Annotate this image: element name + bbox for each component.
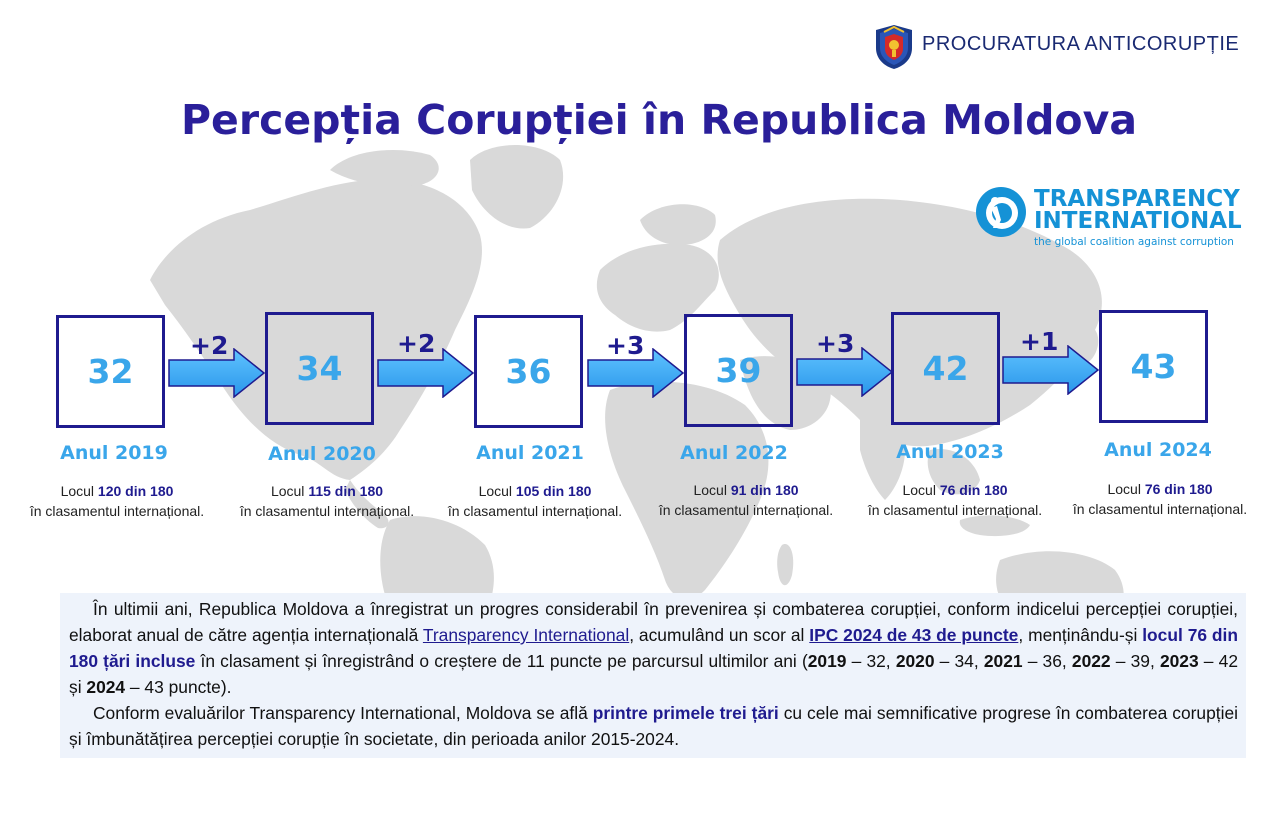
score-delta: +3 [816, 329, 855, 358]
rank-value: 91 din 180 [730, 482, 799, 498]
transparency-international-link[interactable]: Transparency International [422, 625, 630, 645]
rank-value: 76 din 180 [939, 482, 1008, 498]
year-bold: 2022 [1071, 651, 1111, 671]
ti-name-line1: TRANSPARENCY [1034, 186, 1240, 212]
score-box-2019: 32 [56, 315, 165, 428]
score-delta: +2 [397, 329, 436, 358]
score-delta: +3 [606, 331, 645, 360]
ti-name-line2: INTERNATIONAL [1034, 208, 1242, 234]
year-label-2022: Anul 2022 [680, 442, 788, 464]
score-text: – 34, [934, 651, 984, 671]
arrow-right-icon [377, 348, 475, 398]
rank-prefix: Locul [60, 483, 98, 499]
rank-prefix: Locul [693, 482, 731, 498]
score-box-2022: 39 [684, 314, 793, 427]
score-text: – 32, [846, 651, 896, 671]
rank-value: 120 din 180 [97, 483, 174, 499]
top-three-highlight: printre primele trei țări [592, 703, 779, 723]
year-label-2021: Anul 2021 [476, 442, 584, 464]
paragraph-text: În ultimii ani, Republica Moldova a înre… [69, 599, 1238, 645]
score-delta: +1 [1020, 327, 1059, 356]
rank-text-2023: Locul 76 din 180 în clasamentul internaț… [850, 480, 1060, 520]
rank-suffix: în clasamentul internațional. [239, 503, 415, 519]
year-label-2023: Anul 2023 [896, 441, 1004, 463]
rank-highlight: locul 76 din 180 țări incluse [69, 625, 1238, 671]
rank-prefix: Locul [1107, 481, 1145, 497]
year-bold: 2024 [86, 677, 126, 697]
rank-value: 115 din 180 [308, 483, 384, 499]
year-bold: 2023 [1159, 651, 1199, 671]
rank-suffix: în clasamentul internațional. [1072, 501, 1248, 517]
rank-text-2021: Locul 105 din 180 în clasamentul interna… [430, 481, 640, 521]
year-label-2024: Anul 2024 [1104, 439, 1212, 461]
score-box-2023: 42 [891, 312, 1000, 425]
paragraph-text: cu cele mai semnificative progrese în co… [69, 703, 1238, 749]
org-name: PROCURATURA ANTICORUPȚIE [922, 33, 1240, 55]
score-text: – 43 puncte). [125, 677, 232, 697]
year-bold: 2021 [983, 651, 1023, 671]
description-panel: În ultimii ani, Republica Moldova a înre… [60, 593, 1246, 758]
rank-text-2024: Locul 76 din 180 în clasamentul internaț… [1055, 479, 1265, 519]
paragraph-text: , menținându-și [1018, 625, 1143, 645]
paragraph-1: În ultimii ani, Republica Moldova a înre… [69, 596, 1238, 700]
rank-text-2019: Locul 120 din 180 în clasamentul interna… [12, 481, 222, 521]
ti-tagline: the global coalition against corruption [1034, 236, 1234, 248]
arrow-right-icon [587, 348, 685, 398]
score-box-2024: 43 [1099, 310, 1208, 423]
year-bold: 2020 [895, 651, 935, 671]
score-text: – 39, [1110, 651, 1160, 671]
rank-value: 105 din 180 [515, 483, 592, 499]
paragraph-2: Conform evaluărilor Transparency Interna… [69, 700, 1238, 752]
coat-of-arms-icon [876, 25, 912, 69]
transparency-international-logo-icon [976, 187, 1026, 237]
rank-text-2020: Locul 115 din 180 în clasamentul interna… [222, 481, 432, 521]
rank-value: 76 din 180 [1144, 481, 1213, 497]
page-title: Percepția Corupției în Republica Moldova [181, 96, 1137, 144]
rank-prefix: Locul [270, 483, 309, 499]
rank-prefix: Locul [478, 483, 516, 499]
score-delta: +2 [190, 331, 229, 360]
arrow-right-icon [168, 348, 266, 398]
rank-text-2022: Locul 91 din 180 în clasamentul internaț… [641, 480, 851, 520]
arrow-right-icon [1002, 345, 1100, 395]
rank-suffix: în clasamentul internațional. [658, 502, 834, 518]
arrow-right-icon [796, 347, 894, 397]
year-label-2020: Anul 2020 [268, 443, 376, 465]
rank-suffix: în clasamentul internațional. [867, 502, 1043, 518]
year-bold: 2019 [807, 651, 847, 671]
ipc-2024-link[interactable]: IPC 2024 de 43 de puncte [809, 625, 1019, 645]
paragraph-text: , acumulând un scor al [629, 625, 810, 645]
ti-name: TRANSPARENCY INTERNATIONAL [1034, 186, 1242, 234]
rank-prefix: Locul [902, 482, 940, 498]
paragraph-text: Conform evaluărilor Transparency Interna… [93, 703, 593, 723]
year-label-2019: Anul 2019 [60, 442, 168, 464]
score-box-2021: 36 [474, 315, 583, 428]
score-text: – 42 și [69, 651, 1238, 697]
score-text: – 36, [1022, 651, 1072, 671]
paragraph-text: în clasament și înregistrând o creștere … [195, 651, 808, 671]
rank-suffix: în clasamentul internațional. [29, 503, 205, 519]
score-box-2020: 34 [265, 312, 374, 425]
rank-suffix: în clasamentul internațional. [447, 503, 623, 519]
